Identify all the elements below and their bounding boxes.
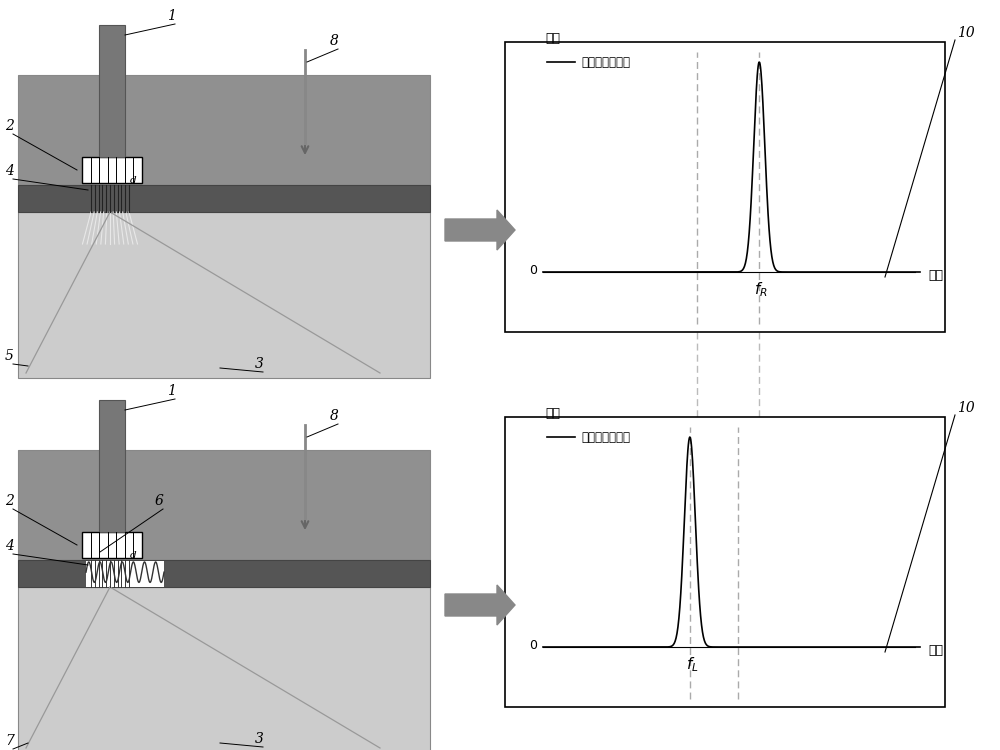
Bar <box>82 157 142 183</box>
Text: 频率: 频率 <box>928 268 943 281</box>
Text: 5: 5 <box>5 349 14 363</box>
Text: 8: 8 <box>330 34 339 48</box>
Bar <box>18 75 430 185</box>
Bar <box>82 532 142 558</box>
Text: 3: 3 <box>255 732 264 746</box>
Text: $f_{R}$: $f_{R}$ <box>754 280 768 298</box>
Bar <box>18 185 430 212</box>
Text: 2: 2 <box>5 119 14 133</box>
Text: 兰婆波频域信号: 兰婆波频域信号 <box>581 431 630 444</box>
Text: 8: 8 <box>330 409 339 423</box>
Text: 3: 3 <box>255 357 264 371</box>
Text: 幅值: 幅值 <box>545 32 560 45</box>
Text: 4: 4 <box>5 164 14 178</box>
Bar <box>505 42 945 332</box>
Bar <box>18 587 430 750</box>
Text: 0: 0 <box>529 639 537 652</box>
FancyArrow shape <box>445 585 515 625</box>
Text: 2: 2 <box>5 494 14 508</box>
Text: 0: 0 <box>529 264 537 277</box>
FancyArrow shape <box>445 210 515 250</box>
Text: 7: 7 <box>5 734 14 748</box>
Text: 幅值: 幅值 <box>545 407 560 420</box>
Text: 瑞利波频域信号: 瑞利波频域信号 <box>581 56 630 69</box>
Bar <box>18 560 430 587</box>
Text: 4: 4 <box>5 539 14 553</box>
Bar <box>86 560 164 586</box>
Bar <box>99 400 125 532</box>
Text: 10: 10 <box>957 401 975 415</box>
Text: 频率: 频率 <box>928 644 943 656</box>
Text: d: d <box>130 551 137 560</box>
Text: 1: 1 <box>167 384 176 398</box>
Text: 6: 6 <box>155 494 164 508</box>
Bar <box>99 25 125 157</box>
Text: 1: 1 <box>167 9 176 23</box>
Bar <box>18 450 430 560</box>
Text: $f_{L}$: $f_{L}$ <box>686 655 698 674</box>
Text: 10: 10 <box>957 26 975 40</box>
Text: d: d <box>130 176 137 185</box>
Bar <box>18 212 430 378</box>
Bar <box>505 417 945 707</box>
